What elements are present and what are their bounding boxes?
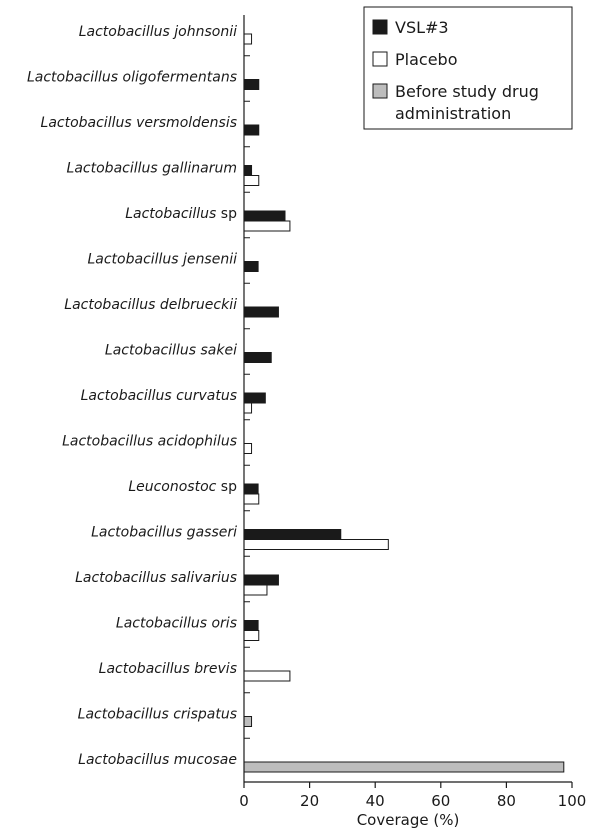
category-label: Lactobacillus oris <box>116 616 237 632</box>
category-label: Lactobacillus curvatus <box>81 388 237 404</box>
category-species: sp <box>216 479 237 495</box>
category-species: oligofermentans <box>118 70 237 86</box>
bar-placebo <box>243 443 253 454</box>
bar-placebo <box>243 670 291 682</box>
x-tick-label: 80 <box>497 792 516 810</box>
category-genus: Lactobacillus <box>64 297 155 313</box>
category-genus: Lactobacillus <box>116 616 207 632</box>
legend: VSL#3 Placebo Before study drug administrat… <box>363 6 573 130</box>
legend-swatch <box>372 83 388 99</box>
category-label: Lactobacillus acidophilus <box>62 434 237 450</box>
legend-label: Before study drug <box>395 82 539 101</box>
legend-swatch <box>372 51 388 67</box>
x-axis: 0 20 40 60 80 100 Coverage (%) <box>239 15 586 829</box>
category-genus: Lactobacillus <box>105 343 196 359</box>
category-species: gasseri <box>182 525 237 541</box>
bar-placebo <box>243 493 260 505</box>
category-label: Lactobacillus gasseri <box>91 525 237 541</box>
legend-label: VSL#3 <box>395 18 449 37</box>
legend-label: administration <box>395 104 511 123</box>
bar-placebo <box>243 175 260 186</box>
bar-before-study-drug-administration <box>243 716 253 727</box>
bar-before-study-drug-administration <box>243 761 565 773</box>
category-genus: Lactobacillus <box>79 24 170 40</box>
category-label: Lactobacillus sakei <box>105 343 237 359</box>
category-species: gallinarum <box>158 161 237 177</box>
x-tick-label: 20 <box>300 792 319 810</box>
category-species: curvatus <box>172 388 237 404</box>
category-genus: Lactobacillus <box>62 434 153 450</box>
category-genus: Lactobacillus <box>27 70 118 86</box>
category-genus: Lactobacillus <box>99 661 190 677</box>
category-label: Lactobacillus oligofermentans <box>27 70 237 86</box>
bar-vsl-3 <box>243 306 279 318</box>
x-tick-label: 0 <box>239 792 249 810</box>
bar-placebo <box>243 220 291 232</box>
category-species: mucosae <box>169 752 237 768</box>
x-tick-label: 100 <box>558 792 587 810</box>
category-genus: Lactobacillus <box>81 388 172 404</box>
bar-vsl-3 <box>243 483 259 495</box>
category-species: johnsonii <box>170 24 237 40</box>
bar-vsl-3 <box>243 124 260 136</box>
category-genus: Lactobacillus <box>91 525 182 541</box>
category-species: sakei <box>196 343 237 359</box>
bar-vsl-3 <box>243 352 272 363</box>
category-label: Lactobacillus gallinarum <box>67 161 237 177</box>
category-genus: Lactobacillus <box>78 707 169 723</box>
bar-placebo <box>243 584 268 596</box>
category-label: Leuconostoc sp <box>128 479 237 495</box>
category-label: Lactobacillus mucosae <box>78 752 237 768</box>
category-species: jensenii <box>179 252 237 268</box>
x-tick-label: 40 <box>366 792 385 810</box>
bar-placebo <box>243 539 389 550</box>
category-label: Lactobacillus versmoldensis <box>41 115 237 131</box>
bar-vsl-3 <box>243 574 279 586</box>
category-genus: Lactobacillus <box>78 752 169 768</box>
category-species: versmoldensis <box>132 115 237 131</box>
category-species: acidophilus <box>153 434 237 450</box>
legend-label: Placebo <box>395 50 457 69</box>
category-species: brevis <box>190 661 237 677</box>
bar-placebo <box>243 33 253 45</box>
category-species: sp <box>216 206 237 222</box>
bar-vsl-3 <box>243 529 342 540</box>
category-label: Lactobacillus jensenii <box>87 252 237 268</box>
bar-placebo <box>243 630 260 641</box>
x-axis-title: Coverage (%) <box>357 811 460 829</box>
category-species: oris <box>207 616 237 632</box>
category-species: delbrueckii <box>155 297 237 313</box>
category-species: salivarius <box>166 570 237 586</box>
category-genus: Lactobacillus <box>125 206 216 222</box>
category-label: Lactobacillus brevis <box>99 661 237 677</box>
category-label: Lactobacillus sp <box>125 206 237 222</box>
x-tick-label: 60 <box>431 792 450 810</box>
bar-vsl-3 <box>243 79 260 90</box>
bars-layer <box>243 33 565 773</box>
bar-vsl-3 <box>243 210 286 222</box>
category-label: Lactobacillus crispatus <box>78 707 237 723</box>
legend-swatch <box>372 19 388 35</box>
bar-vsl-3 <box>243 392 266 404</box>
bar-vsl-3 <box>243 620 259 631</box>
category-genus: Lactobacillus <box>67 161 158 177</box>
bar-vsl-3 <box>243 165 253 176</box>
category-label: Lactobacillus salivarius <box>75 570 237 586</box>
category-label: Lactobacillus delbrueckii <box>64 297 237 313</box>
bar-vsl-3 <box>243 261 259 272</box>
category-genus: Lactobacillus <box>87 252 178 268</box>
category-genus: Lactobacillus <box>75 570 166 586</box>
category-species: crispatus <box>169 707 237 723</box>
bar-placebo <box>243 402 253 414</box>
legend-box <box>363 6 573 130</box>
category-label: Lactobacillus johnsonii <box>79 24 237 40</box>
category-genus: Leuconostoc <box>128 479 216 495</box>
category-genus: Lactobacillus <box>41 115 132 131</box>
